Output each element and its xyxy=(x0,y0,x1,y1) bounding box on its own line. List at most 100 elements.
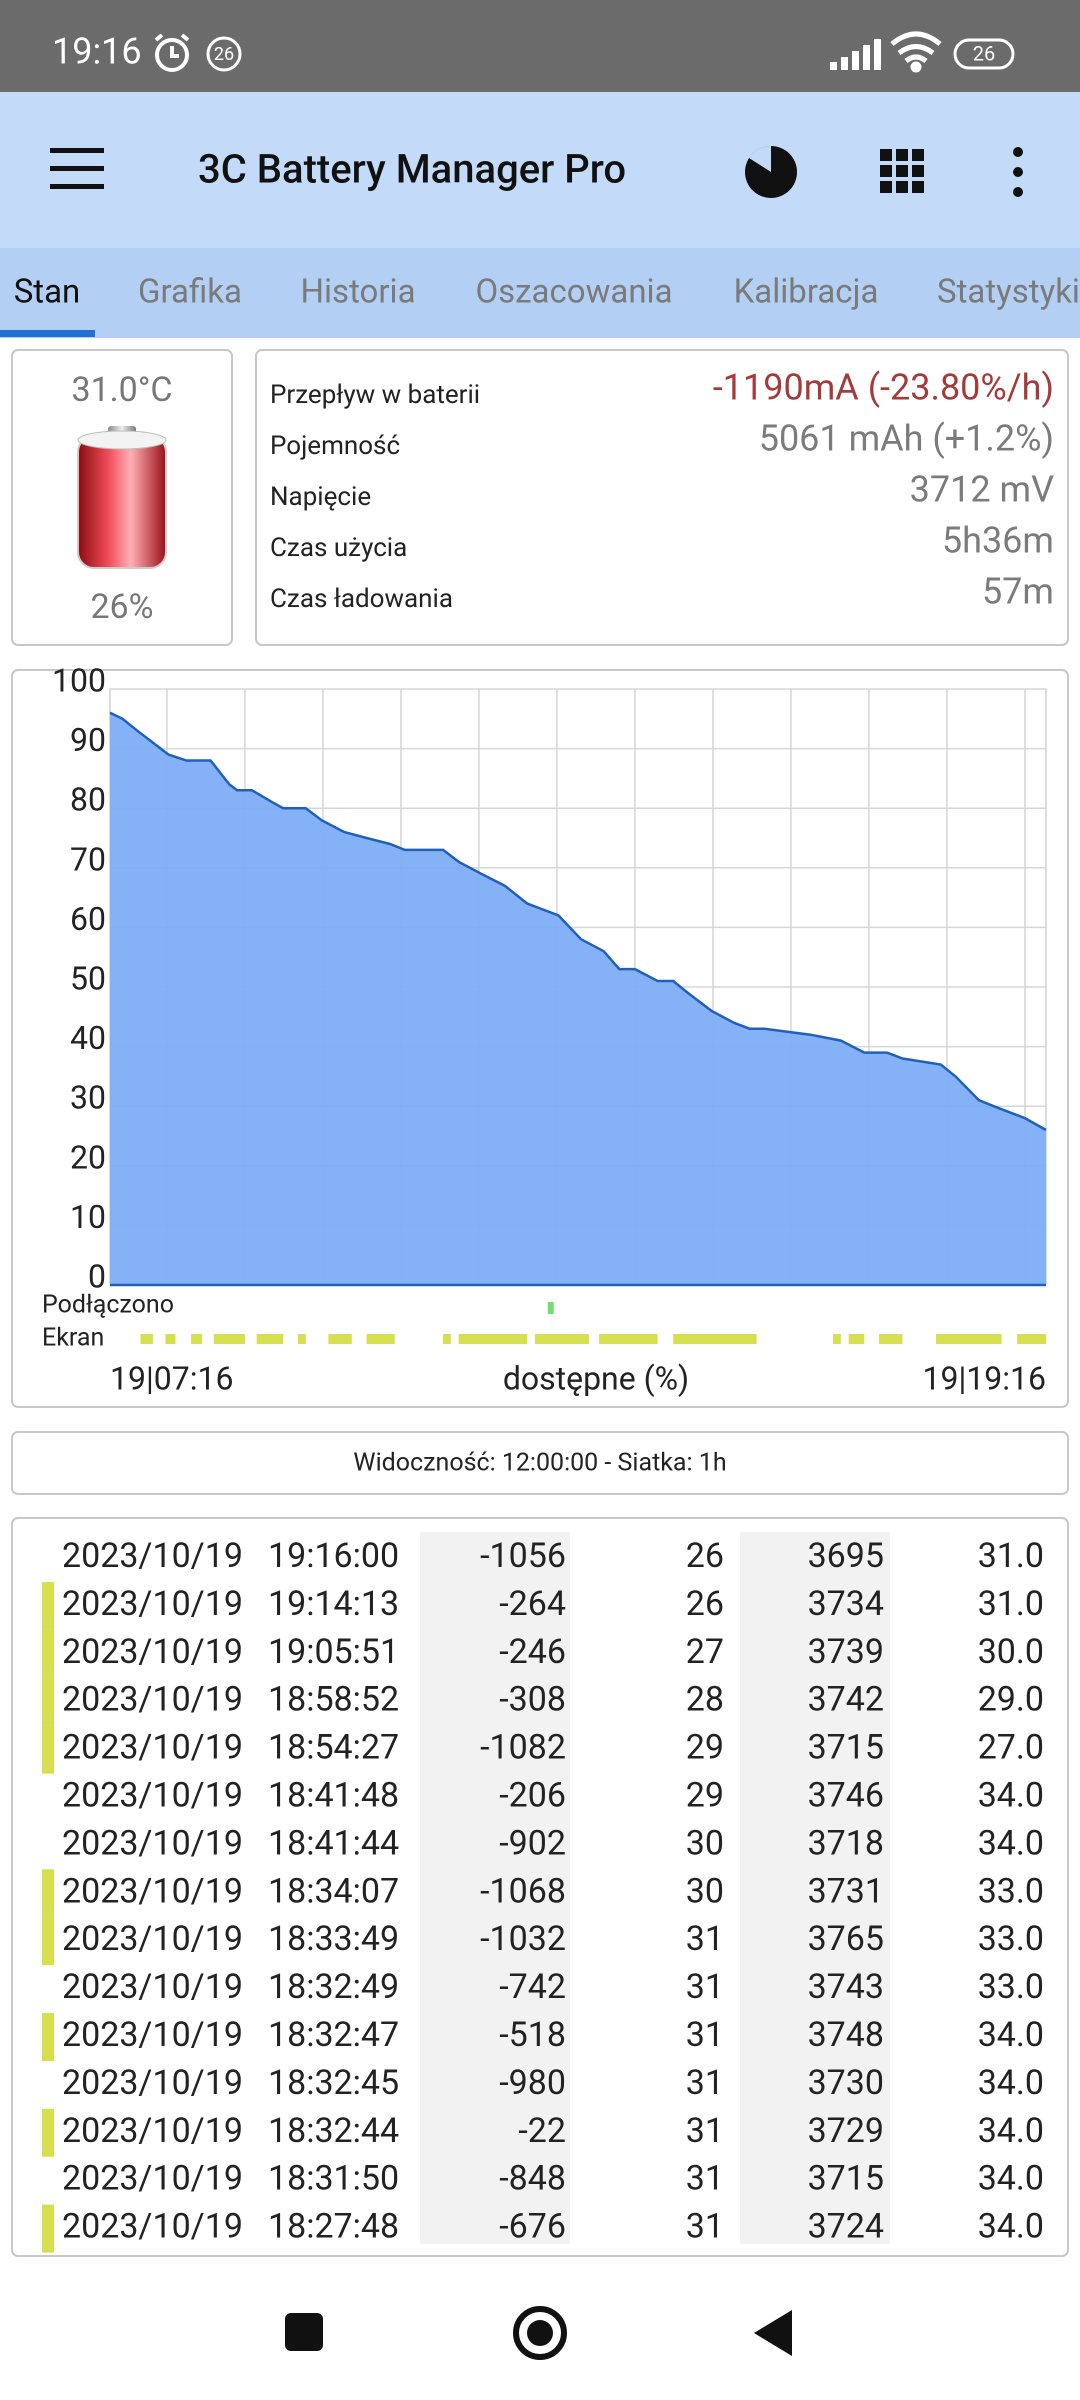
cell-date: 2023/10/19 xyxy=(62,1967,243,2007)
cell-current: -902 xyxy=(499,1823,566,1863)
cell-level: 31 xyxy=(686,2159,724,2199)
cell-voltage: 3739 xyxy=(808,1632,884,1672)
menu-button[interactable] xyxy=(50,148,104,189)
screen-segment xyxy=(443,1334,451,1344)
cell-temp: 34.0 xyxy=(978,1823,1044,1863)
screen-marker xyxy=(42,1917,54,1966)
visibility-text: Widoczność: 12:00:00 - Siatka: 1h xyxy=(353,1449,726,1478)
cell-level: 30 xyxy=(686,1871,724,1911)
cell-date: 2023/10/19 xyxy=(62,2207,243,2247)
home-button[interactable] xyxy=(513,2306,567,2360)
cell-time: 19:16:00 xyxy=(268,1536,399,1576)
cell-temp: 33.0 xyxy=(978,1967,1044,2007)
tab[interactable]: Historia xyxy=(300,273,415,312)
app-title: 3C Battery Manager Pro xyxy=(198,146,626,193)
y-tick-label: 50 xyxy=(70,959,106,997)
cell-current: -518 xyxy=(499,2015,566,2055)
cell-level: 31 xyxy=(686,2063,724,2103)
cell-temp: 34.0 xyxy=(978,2207,1044,2247)
screen-segment xyxy=(879,1334,903,1344)
battery-temperature: 31.0°C xyxy=(71,370,172,410)
cell-current: -22 xyxy=(518,2111,566,2151)
cell-date: 2023/10/19 xyxy=(62,2111,243,2151)
screen-marker xyxy=(42,2108,54,2157)
screen-segment xyxy=(673,1334,757,1344)
screen-label: Ekran xyxy=(42,1324,104,1353)
screen-segment xyxy=(848,1334,865,1344)
back-button[interactable] xyxy=(754,2310,792,2356)
cell-voltage: 3742 xyxy=(808,1680,884,1720)
cell-current: -308 xyxy=(499,1680,566,1720)
cell-level: 28 xyxy=(686,1680,724,1720)
notification-count: 26 xyxy=(214,44,234,65)
cell-level: 31 xyxy=(686,1967,724,2007)
tab[interactable]: Statystyki xyxy=(937,273,1080,312)
y-tick-label: 30 xyxy=(70,1079,106,1117)
status-time: 19:16 xyxy=(52,31,142,73)
cell-voltage: 3715 xyxy=(808,2159,884,2199)
stat-label: Czas użycia xyxy=(270,533,407,563)
stat-label: Przepływ w baterii xyxy=(270,380,480,410)
cell-current: -848 xyxy=(499,2159,566,2199)
battery-level: 26% xyxy=(90,587,153,627)
notification-badge xyxy=(206,36,242,72)
cell-date: 2023/10/19 xyxy=(62,2063,243,2103)
cell-level: 30 xyxy=(686,1823,724,1863)
y-tick-label: 100 xyxy=(52,661,106,699)
cell-time: 18:41:48 xyxy=(268,1775,399,1815)
status-bar xyxy=(0,0,1080,92)
y-tick-label: 70 xyxy=(70,840,106,878)
stat-value: 57m xyxy=(982,571,1054,613)
cell-level: 31 xyxy=(686,1919,724,1959)
cell-time: 18:32:47 xyxy=(268,2015,399,2055)
alarm-icon xyxy=(154,33,190,72)
y-tick-label: 0 xyxy=(88,1257,106,1295)
screen-segment xyxy=(458,1334,528,1344)
area xyxy=(110,712,1046,1285)
cell-level: 29 xyxy=(686,1728,724,1768)
tab[interactable]: Oszacowania xyxy=(475,273,672,312)
tab[interactable]: Grafika xyxy=(138,273,242,312)
x-axis-label: dostępne (%) xyxy=(503,1359,689,1397)
screen-marker xyxy=(42,1581,54,1630)
tab[interactable]: Kalibracja xyxy=(734,273,879,312)
screen-segment xyxy=(297,1334,306,1344)
tab-bar xyxy=(0,248,1080,338)
cell-current: -742 xyxy=(499,1967,566,2007)
cell-temp: 34.0 xyxy=(978,2111,1044,2151)
screen-segment xyxy=(599,1334,658,1344)
x-tick-label: 19|07:16 xyxy=(110,1359,233,1397)
screen-marker xyxy=(42,1725,54,1774)
cell-temp: 34.0 xyxy=(978,2159,1044,2199)
cell-voltage: 3765 xyxy=(808,1919,884,1959)
cell-date: 2023/10/19 xyxy=(62,1775,243,1815)
screen-segment xyxy=(833,1334,841,1344)
cell-temp: 27.0 xyxy=(978,1728,1044,1768)
cell-voltage: 3746 xyxy=(808,1775,884,1815)
y-tick-label: 60 xyxy=(70,900,106,938)
cell-time: 18:33:49 xyxy=(268,1919,399,1959)
cell-level: 29 xyxy=(686,1775,724,1815)
pie-button[interactable] xyxy=(745,145,797,198)
cell-level: 27 xyxy=(686,1632,724,1672)
y-tick-label: 80 xyxy=(70,781,106,819)
cell-time: 18:32:49 xyxy=(268,1967,399,2007)
cell-time: 19:05:51 xyxy=(268,1632,399,1672)
cell-voltage: 3695 xyxy=(808,1536,884,1576)
stat-value: 5h36m xyxy=(942,520,1054,562)
tab[interactable]: Stan xyxy=(14,273,81,312)
cell-current: -264 xyxy=(499,1584,566,1624)
cell-time: 18:54:27 xyxy=(268,1728,399,1768)
screen-marker xyxy=(42,2013,54,2061)
screen-marker xyxy=(42,1869,54,1918)
grid-button[interactable] xyxy=(880,149,924,193)
y-tick-label: 10 xyxy=(70,1198,106,1236)
stat-value: 5061 mAh (+1.2%) xyxy=(759,418,1054,460)
current-column-bg xyxy=(420,1532,570,2244)
cell-temp: 29.0 xyxy=(978,1680,1044,1720)
visibility-card[interactable] xyxy=(11,1431,1069,1495)
screen-segment xyxy=(535,1334,589,1344)
more-button[interactable] xyxy=(1013,147,1023,197)
recents-button[interactable] xyxy=(285,2313,323,2351)
